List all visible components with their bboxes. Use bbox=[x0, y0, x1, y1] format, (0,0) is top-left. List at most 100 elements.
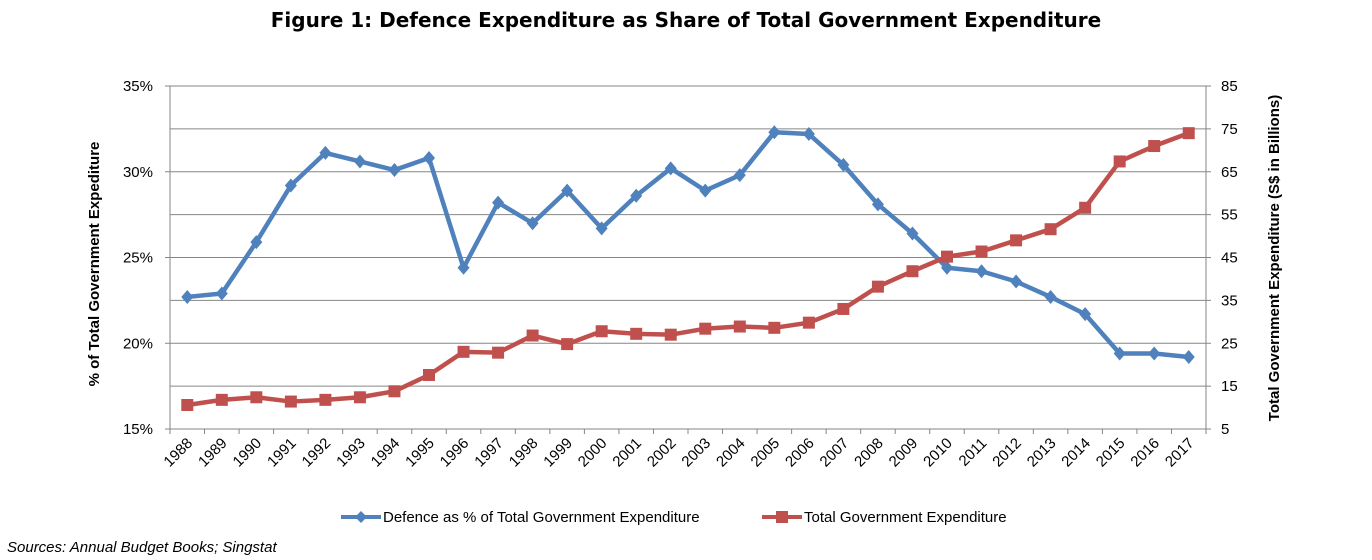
left-tick-label: 25% bbox=[123, 250, 153, 267]
x-tick-label: 2010 bbox=[920, 435, 956, 471]
defence-point bbox=[1148, 346, 1161, 361]
left-tick-label: 15% bbox=[123, 421, 153, 438]
defence-point bbox=[388, 163, 401, 178]
x-tick-label: 2000 bbox=[575, 435, 611, 471]
x-tick-label: 1994 bbox=[368, 435, 404, 471]
defence-point bbox=[526, 216, 539, 231]
defence-line bbox=[187, 130, 1189, 360]
right-tick-label: 15 bbox=[1221, 378, 1238, 395]
left-tick-label: 35% bbox=[123, 78, 153, 95]
total-expenditure-point bbox=[284, 395, 297, 408]
x-tick-label: 1991 bbox=[264, 435, 300, 471]
defence-point bbox=[319, 145, 332, 160]
total-expenditure-point bbox=[906, 265, 919, 278]
legend: Defence as % of Total Government Expendi… bbox=[341, 509, 1007, 526]
defence-point bbox=[1079, 307, 1092, 322]
defence-point bbox=[837, 157, 850, 172]
total-expenditure-point bbox=[664, 328, 677, 341]
x-tick-label: 1996 bbox=[437, 435, 473, 471]
defence-point bbox=[1113, 346, 1126, 361]
x-axis-ticks: 1988198919901991199219931994199519961997… bbox=[160, 429, 1207, 471]
x-tick-label: 1997 bbox=[471, 435, 507, 471]
legend-defence-label: Defence as % of Total Government Expendi… bbox=[383, 509, 700, 526]
chart-title: Figure 1: Defence Expenditure as Share o… bbox=[271, 8, 1101, 32]
defence-point bbox=[457, 260, 470, 275]
left-tick-label: 20% bbox=[123, 335, 153, 352]
total-expenditure-point bbox=[215, 393, 228, 406]
x-tick-label: 2008 bbox=[851, 435, 887, 471]
total-expenditure-point bbox=[975, 245, 988, 258]
x-tick-label: 1990 bbox=[230, 435, 266, 471]
defence-point bbox=[1010, 274, 1023, 289]
total-expenditure-point bbox=[837, 302, 850, 315]
right-tick-label: 75 bbox=[1221, 121, 1238, 138]
defence-point bbox=[802, 127, 815, 142]
total-expenditure-point bbox=[630, 327, 643, 340]
defence-point bbox=[975, 264, 988, 279]
total-expenditure-point bbox=[423, 368, 435, 381]
legend-total-label: Total Government Expenditure bbox=[804, 509, 1007, 526]
total-expenditure-point bbox=[526, 329, 539, 342]
total-expenditure-point bbox=[457, 345, 470, 358]
total-expenditure-point bbox=[595, 325, 608, 338]
defence-point bbox=[492, 195, 505, 210]
total-expenditure-point bbox=[1182, 127, 1195, 140]
right-tick-label: 85 bbox=[1221, 78, 1238, 95]
x-tick-label: 2002 bbox=[644, 435, 680, 471]
right-tick-label: 25 bbox=[1221, 335, 1238, 352]
defence-point bbox=[250, 235, 263, 250]
total-expenditure-point bbox=[319, 393, 332, 406]
x-tick-label: 1993 bbox=[333, 435, 369, 471]
x-tick-label: 1989 bbox=[195, 435, 231, 471]
total-expenditure-point bbox=[1010, 234, 1023, 247]
defence-point bbox=[353, 154, 366, 169]
x-tick-label: 2007 bbox=[817, 435, 853, 471]
defence-point bbox=[733, 168, 746, 183]
left-axis-ticks: 15% 20% 25% 30% 35% bbox=[123, 78, 170, 438]
x-tick-label: 2015 bbox=[1093, 435, 1129, 471]
right-axis-ticks: 5 15 25 35 45 55 65 75 85 bbox=[1206, 78, 1238, 438]
x-tick-label: 1988 bbox=[160, 435, 196, 471]
defence-point bbox=[181, 289, 194, 304]
x-tick-label: 2017 bbox=[1162, 435, 1198, 471]
series-lines bbox=[181, 125, 1195, 411]
defence-point bbox=[699, 183, 712, 198]
right-tick-label: 5 bbox=[1221, 421, 1229, 438]
legend-total-marker bbox=[776, 511, 788, 523]
x-tick-label: 1999 bbox=[540, 435, 576, 471]
defence-point bbox=[941, 260, 953, 275]
legend-defence-marker bbox=[355, 511, 367, 523]
total-expenditure-point bbox=[388, 385, 401, 398]
right-tick-label: 55 bbox=[1221, 207, 1238, 224]
x-tick-label: 2006 bbox=[782, 435, 818, 471]
x-tick-label: 2003 bbox=[678, 435, 714, 471]
x-tick-label: 2016 bbox=[1127, 435, 1163, 471]
total-expenditure-point bbox=[250, 391, 263, 404]
total-expenditure-point bbox=[733, 320, 746, 333]
total-expenditure-point bbox=[561, 338, 574, 351]
defence-point bbox=[215, 286, 228, 301]
x-tick-label: 1998 bbox=[506, 435, 542, 471]
right-tick-label: 35 bbox=[1221, 292, 1238, 309]
total-expenditure-point bbox=[181, 398, 194, 411]
right-tick-label: 45 bbox=[1221, 250, 1238, 267]
defence-point bbox=[906, 226, 919, 241]
total-expenditure-point bbox=[1148, 140, 1161, 153]
defence-point bbox=[423, 151, 435, 166]
x-tick-label: 1992 bbox=[299, 435, 335, 471]
total-expenditure-point bbox=[492, 346, 505, 359]
defence-point bbox=[871, 197, 884, 212]
total-expenditure-point bbox=[1044, 223, 1057, 236]
x-tick-label: 1995 bbox=[402, 435, 438, 471]
total-expenditure-point bbox=[941, 250, 953, 263]
total-expenditure-point bbox=[802, 316, 815, 329]
source-note: Sources: Annual Budget Books; Singstat bbox=[7, 539, 277, 556]
right-tick-label: 65 bbox=[1221, 164, 1238, 181]
right-axis-label: Total Government Expenditure (S$ in Bill… bbox=[1266, 95, 1283, 421]
defence-point bbox=[1182, 349, 1195, 364]
grid-lines bbox=[170, 128, 1206, 387]
total-expenditure-point bbox=[871, 280, 884, 293]
left-tick-label: 30% bbox=[123, 164, 153, 181]
total-expenditure-point bbox=[1079, 201, 1092, 214]
